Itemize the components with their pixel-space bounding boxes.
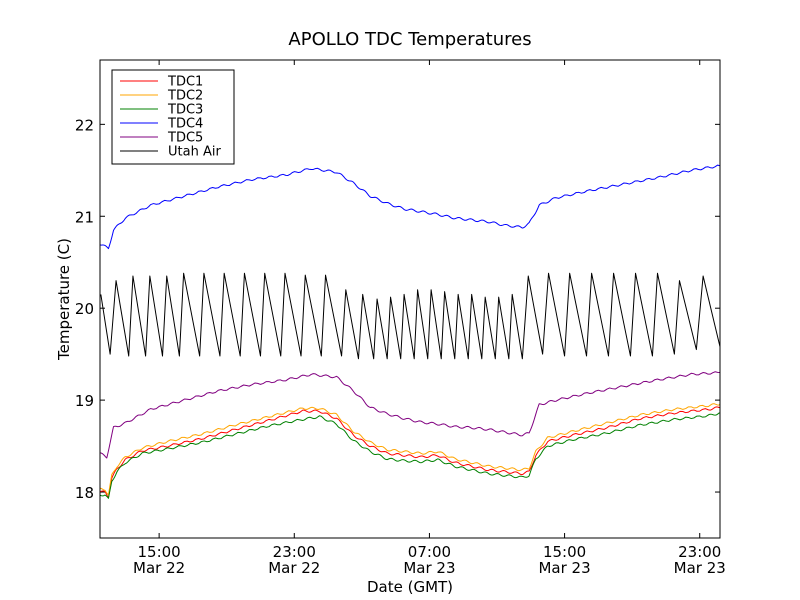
y-tick-label: 18 bbox=[75, 484, 94, 502]
legend-label: TDC1 bbox=[167, 75, 203, 90]
series-line-tdc5 bbox=[99, 371, 721, 459]
x-tick-date-label: Mar 23 bbox=[674, 559, 726, 577]
x-tick-time-label: 23:00 bbox=[678, 543, 721, 561]
legend-box bbox=[111, 69, 235, 165]
x-tick-date-label: Mar 22 bbox=[133, 559, 185, 577]
legend-label: TDC3 bbox=[167, 103, 203, 118]
x-tick-time-label: 15:00 bbox=[543, 543, 586, 561]
series-line-tdc1 bbox=[99, 406, 721, 499]
series-layer bbox=[99, 164, 721, 499]
y-axis-label: Temperature (C) bbox=[55, 238, 73, 361]
y-tick-label: 19 bbox=[75, 392, 94, 410]
legend-label: TDC2 bbox=[167, 89, 203, 104]
legend-label: TDC4 bbox=[167, 117, 203, 132]
x-axis-label: Date (GMT) bbox=[367, 578, 453, 596]
y-tick-label: 20 bbox=[75, 300, 94, 318]
series-line-tdc2 bbox=[99, 403, 721, 496]
y-tick-label: 22 bbox=[75, 116, 94, 134]
x-tick-date-label: Mar 22 bbox=[268, 559, 320, 577]
series-line-tdc4 bbox=[99, 164, 721, 250]
x-tick-date-label: Mar 23 bbox=[538, 559, 590, 577]
chart-title: APOLLO TDC Temperatures bbox=[288, 29, 531, 50]
series-line-tdc3 bbox=[99, 412, 721, 499]
plot-frame bbox=[99, 59, 721, 539]
series-line-utah-air bbox=[100, 272, 721, 360]
y-tick-label: 21 bbox=[75, 208, 94, 226]
legend-label: Utah Air bbox=[168, 145, 221, 160]
x-tick-time-label: 15:00 bbox=[138, 543, 181, 561]
x-tick-date-label: Mar 23 bbox=[403, 559, 455, 577]
x-tick-time-label: 23:00 bbox=[273, 543, 316, 561]
x-tick-time-label: 07:00 bbox=[408, 543, 451, 561]
legend-label: TDC5 bbox=[167, 131, 203, 146]
